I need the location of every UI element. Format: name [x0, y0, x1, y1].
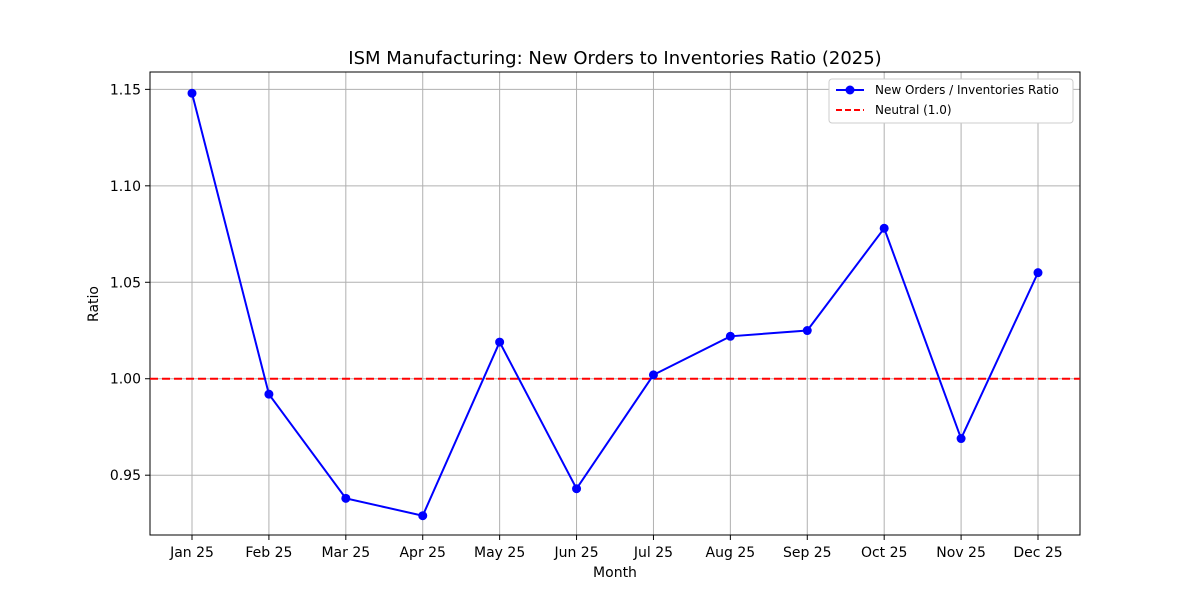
chart-title: ISM Manufacturing: New Orders to Invento… — [348, 48, 881, 69]
data-point — [725, 331, 735, 341]
x-tick-label: Apr 25 — [399, 545, 445, 561]
data-point — [648, 370, 658, 380]
data-point — [341, 493, 351, 503]
data-point — [418, 511, 428, 521]
x-tick-label: Aug 25 — [706, 545, 756, 561]
legend-neutral-label: Neutral (1.0) — [875, 103, 952, 117]
data-point — [187, 88, 197, 98]
x-tick-label: Feb 25 — [245, 545, 292, 561]
y-tick-label: 1.00 — [110, 372, 141, 388]
x-tick-label: Jan 25 — [169, 545, 214, 561]
data-point — [1033, 268, 1043, 278]
plot-area-frame — [149, 71, 1081, 536]
x-tick-label: Jun 25 — [553, 545, 598, 561]
data-point — [956, 434, 966, 444]
legend-series-marker — [845, 85, 855, 95]
x-tick-label: Dec 25 — [1013, 545, 1062, 561]
data-point — [495, 337, 505, 347]
x-tick-label: May 25 — [474, 545, 525, 561]
x-tick-label: Mar 25 — [321, 545, 370, 561]
series-group — [187, 88, 1043, 521]
legend-series-label: New Orders / Inventories Ratio — [875, 83, 1059, 97]
x-tick-label: Oct 25 — [861, 545, 907, 561]
legend: New Orders / Inventories Ratio Neutral (… — [828, 78, 1074, 124]
y-axis-ticks: 0.95 1.00 1.05 1.10 1.15 — [110, 82, 150, 484]
y-tick-label: 0.95 — [110, 468, 141, 484]
data-point — [264, 389, 274, 399]
x-tick-label: Nov 25 — [936, 545, 986, 561]
y-tick-label: 1.10 — [110, 179, 141, 195]
x-tick-label: Sep 25 — [783, 545, 832, 561]
data-point — [572, 484, 582, 494]
x-tick-label: Jul 25 — [633, 545, 673, 561]
y-tick-label: 1.05 — [110, 275, 141, 291]
y-tick-label: 1.15 — [110, 82, 141, 98]
series-line — [191, 92, 1039, 517]
data-point — [802, 326, 812, 336]
data-point — [879, 223, 889, 233]
x-axis-label: Month — [593, 565, 637, 581]
x-axis-ticks: Jan 25 Feb 25 Mar 25 Apr 25 May 25 Jun 25 Jul … — [169, 535, 1063, 561]
grid — [150, 72, 1080, 535]
legend-box — [828, 78, 1074, 124]
y-axis-label: Ratio — [86, 286, 102, 322]
